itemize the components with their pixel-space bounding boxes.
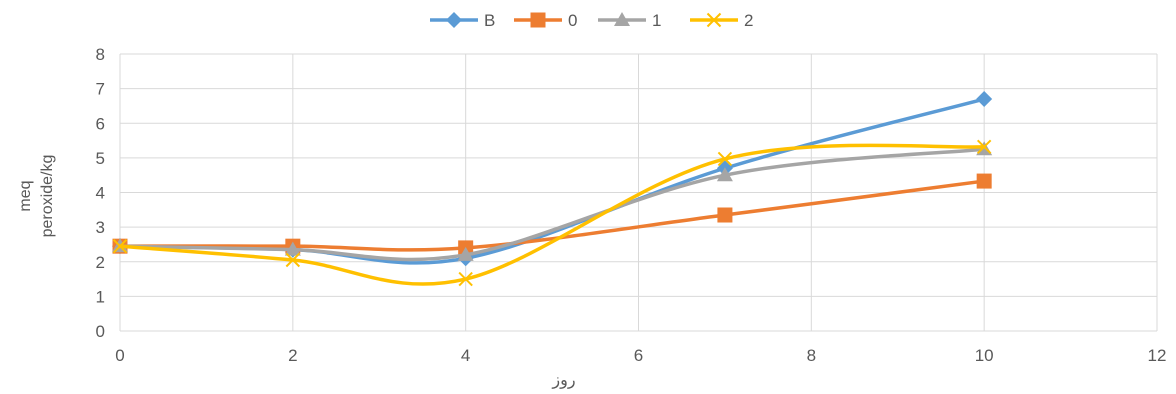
data-point-1 [716,167,733,182]
y-tick-label: 5 [96,149,105,168]
series-line-2 [118,143,986,286]
legend-marker [706,12,722,28]
y-tick-label: 6 [96,114,105,133]
x-marker-stroke [458,271,473,287]
y-axis-title-line-2: peroxide/kg [39,155,56,238]
legend-item-0: 0 [514,11,577,30]
y-tick-label: 4 [96,184,105,203]
data-point-B [976,91,993,108]
legend-item-1: 1 [598,11,661,30]
series-1 [112,141,993,262]
x-tick-label: 8 [807,346,816,365]
legend: B 0 1 2 [430,11,753,30]
series-line-1 [118,147,986,262]
x-axis-ticks: 0 2 4 6 8 10 12 [115,346,1166,365]
data-point-1 [284,241,301,256]
x-marker-stroke [706,12,722,28]
data-point-2 [976,139,992,155]
grid [119,53,1158,332]
legend-item-2: 2 [690,11,753,30]
x-axis-title: روز [551,372,575,389]
x-tick-label: 6 [634,346,643,365]
y-tick-label: 8 [96,45,105,64]
data-point-0 [976,173,992,189]
data-point-0 [717,207,733,223]
series-2 [112,139,992,287]
data-point-2 [112,238,128,254]
y-tick-label: 3 [96,218,105,237]
x-tick-label: 0 [115,346,124,365]
legend-item-B: B [430,11,495,30]
legend-label: 1 [652,11,661,30]
data-point-2 [458,271,473,287]
series-line-0 [118,179,986,252]
y-tick-label: 1 [96,287,105,306]
x-marker-stroke [285,252,301,268]
x-tick-label: 10 [975,346,994,365]
data-point-1 [457,246,474,261]
legend-label: 0 [568,11,577,30]
data-point-2 [285,252,301,268]
legend-marker [530,12,546,28]
x-marker-stroke [112,238,128,254]
x-marker-stroke [717,151,733,167]
legend-marker [446,12,462,28]
data-point-2 [717,151,733,167]
x-tick-label: 4 [461,346,470,365]
y-tick-label: 2 [96,253,105,272]
x-tick-label: 12 [1148,346,1167,365]
y-axis-ticks: 0 1 2 3 4 5 6 7 8 [96,45,105,341]
x-marker-stroke [976,139,992,155]
y-tick-label: 7 [96,80,105,99]
legend-label: 2 [744,11,753,30]
y-tick-label: 0 [96,322,105,341]
y-axis-title-line-1: meq [17,180,34,211]
legend-marker [614,12,630,26]
series-lines [112,91,993,287]
legend-label: B [484,11,495,30]
x-tick-label: 2 [288,346,297,365]
y-axis-title: meq peroxide/kg [17,155,56,238]
